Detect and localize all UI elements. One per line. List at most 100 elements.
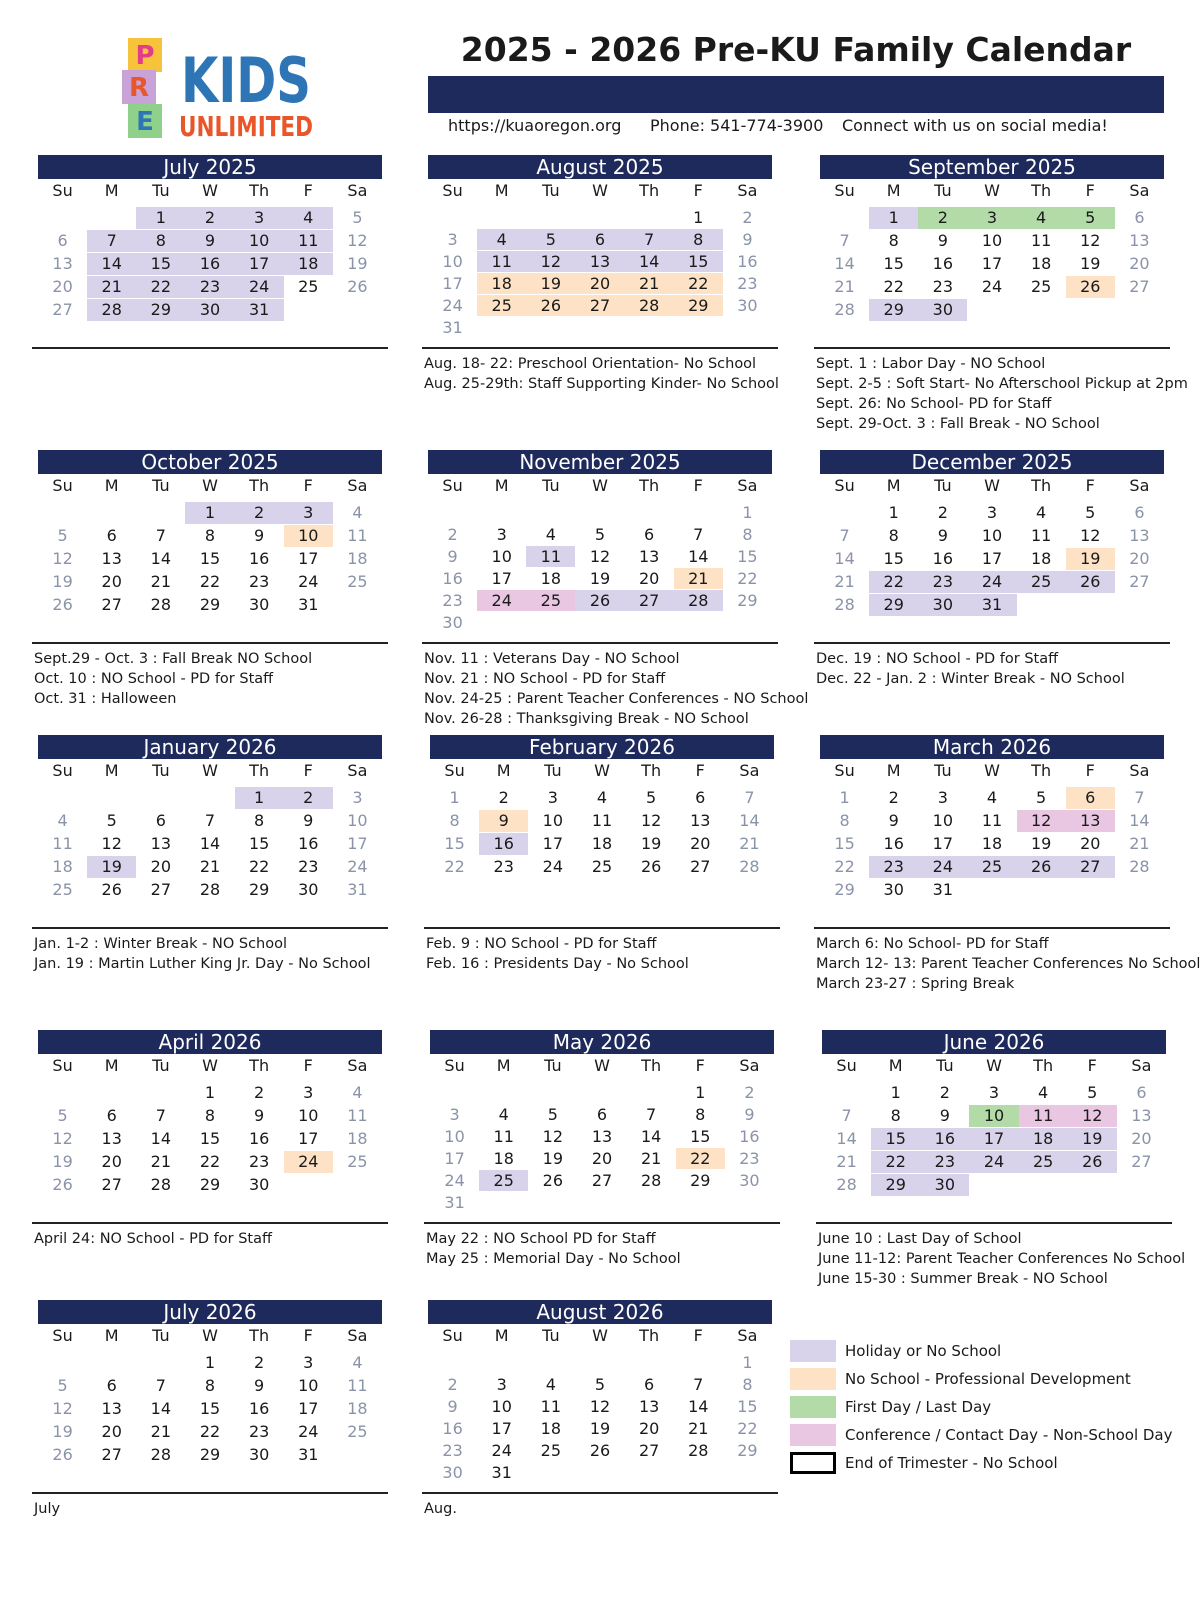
- day: 7: [693, 525, 704, 544]
- month: October 2025 Su M Tu W Th F Sa 1 2 3 4 5 6 7 8 9 10 11 12 13…: [32, 450, 388, 750]
- day: 9: [447, 1397, 458, 1416]
- weekday: F: [303, 181, 313, 200]
- rule: [422, 347, 778, 349]
- weekday: M: [104, 476, 119, 495]
- day: 14: [640, 1127, 662, 1146]
- day: 27: [1129, 572, 1150, 591]
- legend-label: Conference / Contact Day - Non-School Da…: [845, 1426, 1173, 1444]
- day: 1: [693, 208, 704, 227]
- day: 2: [185, 207, 235, 229]
- day: 21: [150, 572, 172, 591]
- weekday: Su: [836, 1056, 857, 1075]
- day: 24: [444, 1171, 465, 1190]
- weekday: Sa: [347, 181, 368, 200]
- weekday: F: [1085, 476, 1095, 495]
- day: 13: [150, 834, 172, 853]
- weekday: Su: [52, 181, 73, 200]
- day: 3: [496, 1375, 507, 1394]
- day: 13: [52, 254, 73, 273]
- day: 14: [150, 549, 172, 568]
- day: 21: [673, 568, 723, 589]
- day: 9: [937, 526, 948, 545]
- day: 9: [447, 547, 458, 566]
- day: 6: [644, 1375, 655, 1394]
- day: 12: [347, 231, 368, 250]
- day: 1: [136, 207, 186, 229]
- day: 25: [347, 572, 368, 591]
- day: 21: [150, 1422, 172, 1441]
- rule: [814, 347, 1170, 349]
- day: 12: [589, 1397, 611, 1416]
- day: 19: [1067, 1128, 1117, 1150]
- weekday: Su: [52, 761, 73, 780]
- day: 17: [298, 549, 319, 568]
- note: June 11-12: Parent Teacher Conferences N…: [818, 1251, 1186, 1267]
- day: 22: [883, 277, 904, 296]
- day: 13: [690, 811, 711, 830]
- day: 5: [1087, 1083, 1098, 1102]
- weekday: Sa: [347, 1326, 368, 1345]
- month-title: December 2025: [820, 450, 1164, 474]
- day: 31: [442, 318, 463, 337]
- day: 7: [841, 1106, 852, 1125]
- day: 11: [52, 834, 73, 853]
- weekday: W: [984, 476, 1000, 495]
- day: 2: [498, 788, 509, 807]
- day: 14: [688, 1397, 709, 1416]
- day: 18: [981, 834, 1003, 853]
- day: 30: [739, 1171, 760, 1190]
- day: 18: [283, 253, 333, 275]
- day: 8: [890, 1106, 901, 1125]
- day: 26: [347, 277, 368, 296]
- day: 2: [744, 1083, 755, 1102]
- day: 25: [479, 1170, 529, 1191]
- weekday: Th: [639, 476, 660, 495]
- day: 20: [101, 1152, 122, 1171]
- day: 19: [589, 1419, 611, 1438]
- day: 2: [283, 787, 333, 809]
- day: 28: [150, 595, 172, 614]
- day: 11: [347, 1376, 368, 1395]
- day: 26: [52, 595, 73, 614]
- day: 1: [234, 787, 284, 809]
- day: 14: [199, 834, 221, 853]
- day: 27: [101, 1445, 122, 1464]
- day: 26: [101, 880, 122, 899]
- day: 31: [967, 594, 1017, 616]
- day: 29: [869, 299, 919, 321]
- legend-swatch: [790, 1396, 836, 1418]
- day: 23: [442, 591, 463, 610]
- day: 16: [248, 549, 270, 568]
- day: 11: [591, 811, 613, 830]
- month-title: September 2025: [820, 155, 1164, 179]
- day: 15: [883, 549, 904, 568]
- weekday: Th: [249, 761, 270, 780]
- day: 23: [493, 857, 514, 876]
- day: 23: [918, 571, 968, 593]
- day: 29: [871, 1174, 921, 1196]
- day: 7: [646, 1105, 657, 1124]
- day: 21: [1129, 834, 1150, 853]
- day: 28: [688, 1441, 709, 1460]
- day: 1: [869, 207, 919, 229]
- day: 1: [204, 1083, 216, 1102]
- day: 25: [347, 1152, 368, 1171]
- note: Aug. 25-29th: Staff Supporting Kinder- N…: [424, 376, 779, 392]
- month-title: April 2026: [38, 1030, 382, 1054]
- day: 25: [967, 856, 1017, 878]
- day: 14: [624, 251, 674, 272]
- day: 10: [347, 811, 368, 830]
- weekday: Tu: [542, 181, 560, 200]
- day: 8: [695, 1105, 706, 1124]
- note: Sept. 29-Oct. 3 : Fall Break - NO School: [816, 416, 1100, 432]
- day: 5: [1085, 503, 1096, 522]
- weekday: M: [886, 476, 901, 495]
- day: 19: [526, 273, 576, 294]
- weekday: Sa: [739, 761, 760, 780]
- day: 14: [836, 1129, 857, 1148]
- day: 8: [888, 526, 899, 545]
- month: January 2026 Su M Tu W Th F Sa 1 2 3 4 5 6 7 8 9 10 11 12 13…: [32, 735, 388, 1035]
- weekday: M: [494, 1326, 509, 1345]
- legend-label: End of Trimester - No School: [845, 1454, 1058, 1472]
- month-title: January 2026: [38, 735, 382, 759]
